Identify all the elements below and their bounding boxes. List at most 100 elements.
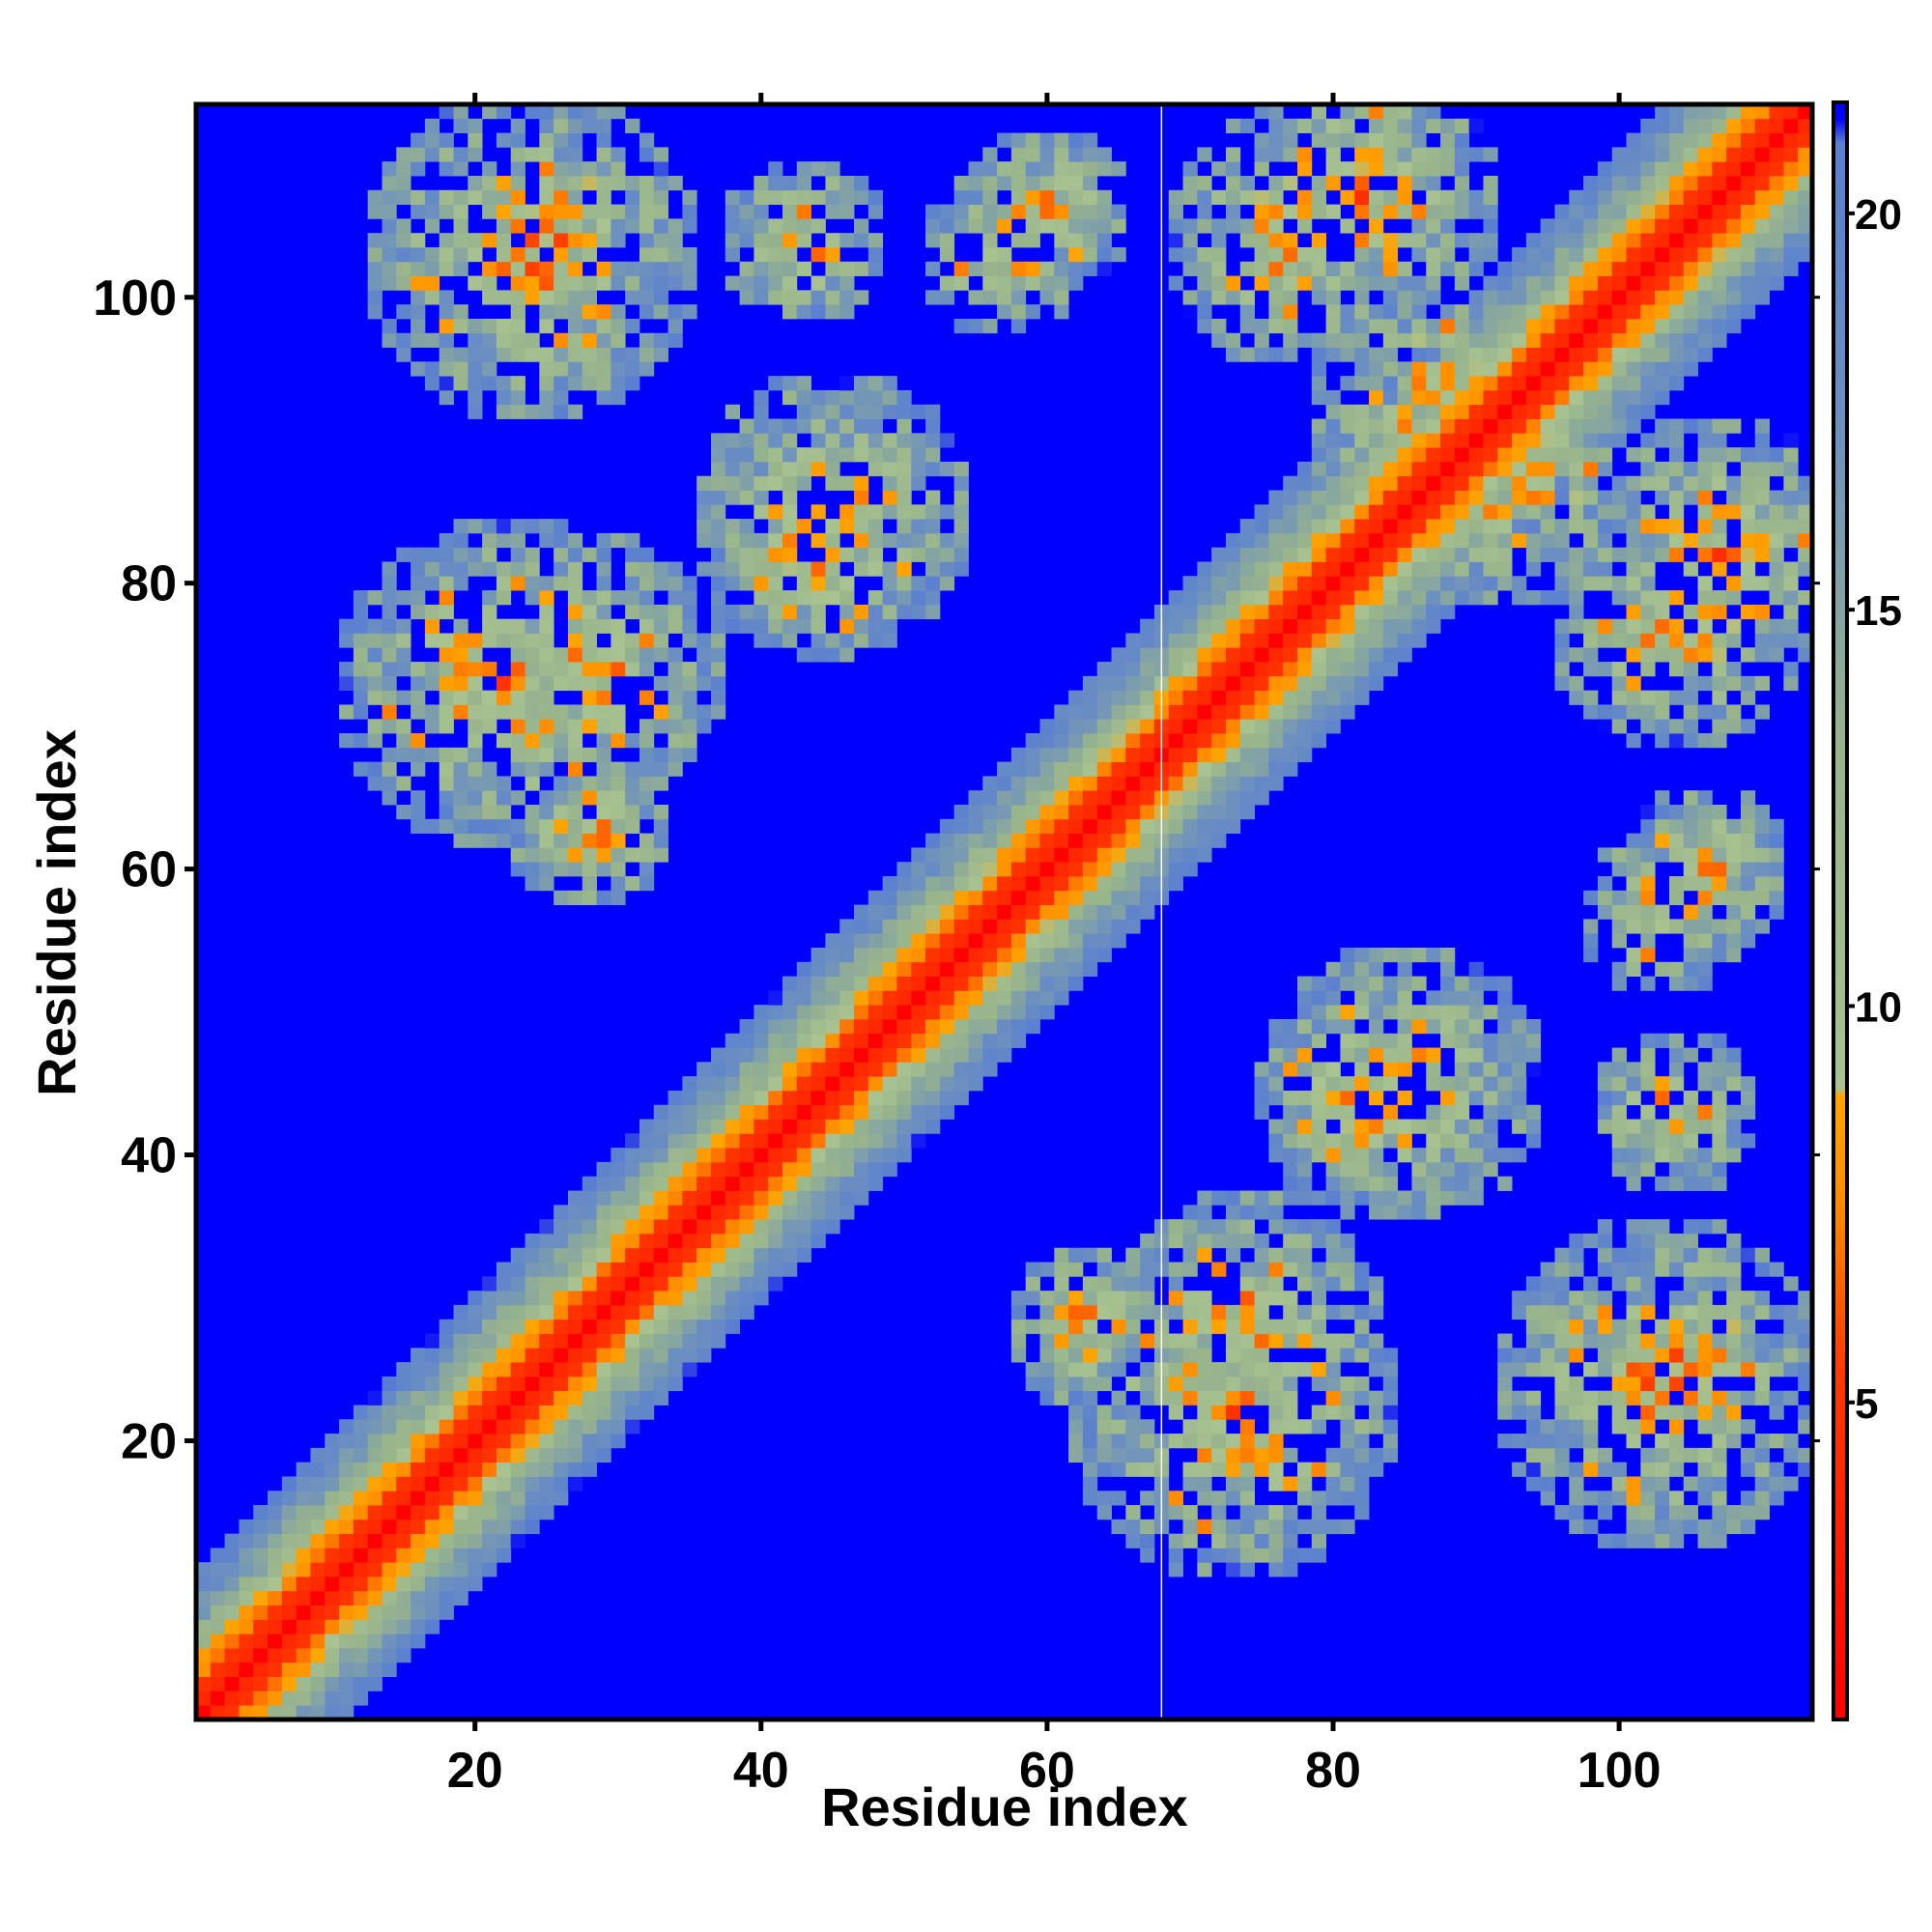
heatmap-cell: [1426, 604, 1441, 620]
heatmap-cell: [1068, 218, 1084, 234]
heatmap-cell: [1211, 704, 1227, 720]
heatmap-cell: [1354, 947, 1370, 963]
heatmap-cell: [625, 604, 640, 620]
heatmap-cell: [1140, 690, 1155, 705]
heatmap-cell: [1369, 218, 1384, 234]
heatmap-cell: [768, 1033, 783, 1048]
heatmap-cell: [1268, 719, 1284, 734]
heatmap-cell: [1254, 1319, 1269, 1334]
heatmap-cell: [239, 1605, 254, 1620]
heatmap-cell: [1640, 576, 1656, 591]
heatmap-cell: [653, 175, 668, 191]
heatmap-cell: [1283, 1161, 1298, 1178]
heatmap-cell: [1397, 1205, 1412, 1220]
heatmap-cell: [882, 447, 897, 463]
heatmap-cell: [439, 1577, 454, 1592]
heatmap-cell: [567, 1405, 583, 1420]
heatmap-cell: [1697, 118, 1713, 133]
heatmap-cell: [539, 818, 554, 835]
heatmap-cell: [682, 1276, 697, 1292]
heatmap-cell: [668, 747, 683, 763]
heatmap-cell: [1611, 1348, 1627, 1363]
heatmap-cell: [325, 1662, 340, 1678]
heatmap-cell: [1268, 1419, 1284, 1435]
heatmap-cell: [982, 246, 998, 263]
heatmap-cell: [1440, 461, 1456, 477]
heatmap-cell: [1025, 132, 1040, 148]
heatmap-cell: [810, 1219, 826, 1235]
heatmap-cell: [453, 347, 469, 362]
heatmap-cell: [782, 561, 798, 577]
heatmap-cell: [1354, 189, 1370, 205]
heatmap-cell: [510, 1362, 526, 1378]
heatmap-cell: [939, 876, 955, 892]
heatmap-cell: [896, 389, 912, 406]
heatmap-cell: [1225, 690, 1241, 705]
heatmap-cell: [1426, 504, 1441, 520]
heatmap-cell: [1540, 1434, 1555, 1449]
heatmap-cell: [1125, 733, 1141, 749]
heatmap-cell: [1283, 1519, 1298, 1535]
heatmap-cell: [1640, 475, 1656, 491]
heatmap-cell: [854, 933, 869, 949]
heatmap-cell: [1540, 418, 1555, 434]
heatmap-cell: [1583, 189, 1599, 205]
heatmap-cell: [1025, 275, 1040, 291]
heatmap-cell: [1611, 847, 1627, 863]
heatmap-cell: [782, 990, 798, 1006]
heatmap-cell: [953, 189, 969, 205]
heatmap-cell: [739, 576, 754, 591]
heatmap-cell: [911, 404, 926, 419]
heatmap-cell: [567, 304, 583, 320]
heatmap-cell: [1454, 1176, 1470, 1191]
heatmap-cell: [1369, 1462, 1384, 1477]
heatmap-cell: [653, 204, 668, 219]
heatmap-cell: [625, 218, 640, 234]
heatmap-cell: [1283, 1447, 1298, 1463]
heatmap-cell: [482, 1491, 497, 1506]
heatmap-cell: [496, 1276, 512, 1292]
heatmap-cell: [1096, 862, 1112, 877]
heatmap-cell: [1683, 261, 1698, 276]
heatmap-cell: [1697, 1462, 1713, 1477]
heatmap-cell: [439, 132, 454, 148]
heatmap-cell: [1297, 461, 1313, 477]
heatmap-cell: [1039, 1348, 1055, 1363]
heatmap-cell: [567, 147, 583, 162]
heatmap-cell: [567, 104, 583, 120]
heatmap-cell: [668, 1233, 683, 1249]
heatmap-cell: [1426, 1133, 1441, 1149]
heatmap-cell: [1283, 1190, 1298, 1206]
heatmap-cell: [1597, 418, 1613, 434]
heatmap-cell: [367, 304, 383, 320]
heatmap-cell: [982, 990, 998, 1006]
heatmap-cell: [1683, 833, 1698, 848]
heatmap-cell: [1440, 561, 1456, 577]
heatmap-cell: [1468, 1076, 1484, 1092]
heatmap-cell: [1512, 1405, 1527, 1420]
heatmap-cell: [1497, 1062, 1513, 1077]
heatmap-cell: [411, 189, 426, 205]
heatmap-cell: [1340, 576, 1355, 591]
heatmap-cell: [1569, 418, 1584, 434]
heatmap-cell: [839, 647, 855, 663]
heatmap-cell: [482, 1348, 497, 1363]
heatmap-cell: [653, 805, 668, 820]
heatmap-cell: [596, 1276, 611, 1292]
heatmap-cell: [1468, 961, 1484, 977]
heatmap-cell: [567, 1276, 583, 1292]
heatmap-cell: [1655, 433, 1670, 448]
heatmap-cell: [268, 1590, 283, 1606]
heatmap-cell: [539, 1319, 554, 1334]
heatmap-cell: [582, 233, 597, 248]
heatmap-cell: [982, 947, 998, 963]
heatmap-cell: [1697, 532, 1713, 549]
heatmap-cell: [611, 147, 626, 162]
heatmap-cell: [882, 1161, 897, 1178]
heatmap-cell: [1626, 261, 1641, 276]
heatmap-cell: [1655, 1076, 1670, 1092]
heatmap-cell: [1039, 275, 1055, 291]
heatmap-cell: [239, 1533, 254, 1548]
heatmap-cell: [453, 519, 469, 534]
heatmap-cell: [1311, 590, 1327, 606]
